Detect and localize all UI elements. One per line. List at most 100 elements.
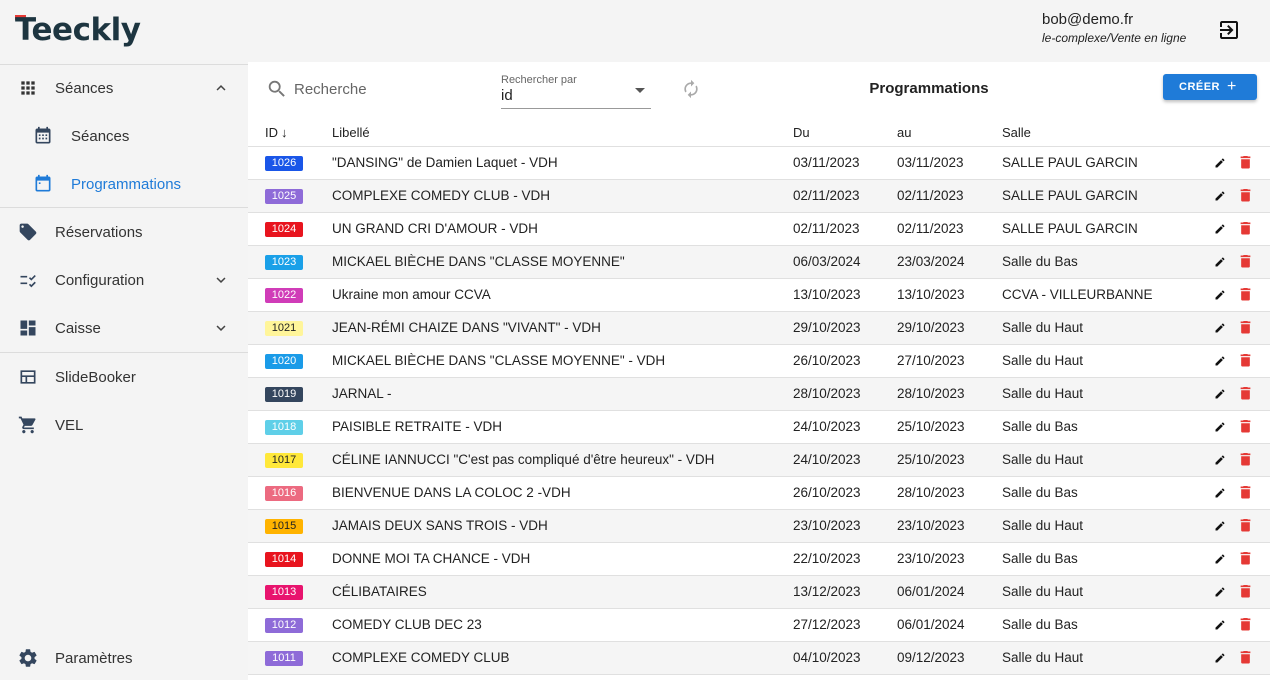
sidebar-divider (0, 64, 248, 65)
salle-cell: Salle du Haut (1002, 452, 1084, 467)
column-header-au[interactable]: au (897, 125, 912, 140)
column-header-libelle[interactable]: Libellé (332, 125, 370, 140)
sidebar-item-configuration[interactable]: Configuration (0, 256, 248, 304)
delete-icon[interactable] (1240, 651, 1251, 664)
table-row[interactable]: 1018 PAISIBLE RETRAITE - VDH 24/10/2023 25/… (248, 411, 1270, 444)
delete-icon[interactable] (1240, 189, 1251, 202)
grid-icon (17, 77, 39, 99)
libelle-cell: PAISIBLE RETRAITE - VDH (332, 419, 503, 434)
edit-icon[interactable] (1214, 520, 1226, 532)
delete-icon[interactable] (1240, 552, 1251, 565)
delete-icon[interactable] (1240, 486, 1251, 499)
delete-icon[interactable] (1240, 585, 1251, 598)
delete-icon[interactable] (1240, 618, 1251, 631)
salle-cell: Salle du Haut (1002, 518, 1084, 533)
libelle-cell: COMEDY CLUB DEC 23 (332, 617, 482, 632)
edit-icon[interactable] (1214, 421, 1226, 433)
delete-icon[interactable] (1240, 354, 1251, 367)
delete-icon[interactable] (1240, 156, 1251, 169)
chevron-down-icon[interactable] (212, 271, 230, 289)
salle-cell: Salle du Bas (1002, 617, 1078, 632)
edit-icon[interactable] (1214, 586, 1226, 598)
edit-icon[interactable] (1214, 388, 1226, 400)
delete-icon[interactable] (1240, 288, 1251, 301)
table-row[interactable]: 1021 JEAN-RÉMI CHAIZE DANS "VIVANT" - VDH… (248, 312, 1270, 345)
sidebar-item-label: VEL (55, 416, 84, 434)
sidebar-item-caisse[interactable]: Caisse (0, 304, 248, 352)
column-header-id[interactable]: ID ↓ (265, 125, 288, 140)
edit-icon[interactable] (1214, 157, 1226, 169)
table-row[interactable]: 1020 MICKAEL BIÈCHE DANS "CLASSE MOYENNE"… (248, 345, 1270, 378)
id-badge: 1022 (265, 288, 303, 303)
au-cell: 28/10/2023 (897, 485, 965, 500)
edit-icon[interactable] (1214, 454, 1226, 466)
id-badge: 1021 (265, 321, 303, 336)
delete-icon[interactable] (1240, 453, 1251, 466)
edit-icon[interactable] (1214, 190, 1226, 202)
libelle-cell: DONNE MOI TA CHANCE - VDH (332, 551, 531, 566)
search-by-value: id (501, 87, 513, 104)
user-email: bob@demo.fr (1042, 11, 1134, 28)
sidebar-item-seances-group[interactable]: Séances (0, 64, 248, 112)
edit-icon[interactable] (1214, 652, 1226, 664)
search-by-select[interactable]: Rechercher par id (501, 74, 651, 109)
table-row[interactable]: 1026 "DANSING" de Damien Laquet - VDH 03/1… (248, 147, 1270, 180)
edit-icon[interactable] (1214, 289, 1226, 301)
id-badge: 1011 (265, 651, 303, 666)
table-row[interactable]: 1023 MICKAEL BIÈCHE DANS "CLASSE MOYENNE"… (248, 246, 1270, 279)
table-row[interactable]: 1025 COMPLEXE COMEDY CLUB - VDH 02/11/2023… (248, 180, 1270, 213)
table-row[interactable]: 1015 JAMAIS DEUX SANS TROIS - VDH 23/10/20… (248, 510, 1270, 543)
table-row[interactable]: 1016 BIENVENUE DANS LA COLOC 2 -VDH 26/10/… (248, 477, 1270, 510)
logout-icon[interactable] (1217, 18, 1241, 42)
sidebar-item-seances[interactable]: Séances (0, 112, 248, 160)
edit-icon[interactable] (1214, 223, 1226, 235)
salle-cell: CCVA - VILLEURBANNE (1002, 287, 1153, 302)
du-cell: 02/11/2023 (793, 221, 860, 236)
edit-icon[interactable] (1214, 619, 1226, 631)
au-cell: 13/10/2023 (897, 287, 965, 302)
edit-icon[interactable] (1214, 553, 1226, 565)
au-cell: 09/12/2023 (897, 650, 965, 665)
create-button[interactable]: CRÉER + (1163, 74, 1257, 100)
search-input[interactable] (294, 78, 474, 100)
app-logo[interactable]: Teeckly (15, 12, 141, 48)
sidebar-item-slidebooker[interactable]: SlideBooker (0, 353, 248, 401)
delete-icon[interactable] (1240, 222, 1251, 235)
search-icon (268, 80, 285, 97)
chevron-up-icon[interactable] (212, 79, 230, 97)
column-header-du[interactable]: Du (793, 125, 810, 140)
du-cell: 26/10/2023 (793, 485, 861, 500)
chevron-down-icon[interactable] (212, 319, 230, 337)
edit-icon[interactable] (1214, 322, 1226, 334)
du-cell: 29/10/2023 (793, 320, 861, 335)
delete-icon[interactable] (1240, 519, 1251, 532)
edit-icon[interactable] (1214, 355, 1226, 367)
table-row[interactable]: 1024 UN GRAND CRI D'AMOUR - VDH 02/11/2023… (248, 213, 1270, 246)
delete-icon[interactable] (1240, 387, 1251, 400)
calendar-icon (32, 125, 54, 147)
table-row[interactable]: 1012 COMEDY CLUB DEC 23 27/12/2023 06/01/20… (248, 609, 1270, 642)
edit-icon[interactable] (1214, 256, 1226, 268)
id-badge: 1013 (265, 585, 303, 600)
id-badge: 1019 (265, 387, 303, 402)
au-cell: 02/11/2023 (897, 221, 964, 236)
libelle-cell: COMPLEXE COMEDY CLUB - VDH (332, 188, 551, 203)
edit-icon[interactable] (1214, 487, 1226, 499)
delete-icon[interactable] (1240, 255, 1251, 268)
refresh-icon[interactable] (681, 79, 701, 99)
delete-icon[interactable] (1240, 321, 1251, 334)
sidebar-item-parametres[interactable]: Paramètres (0, 634, 248, 680)
delete-icon[interactable] (1240, 420, 1251, 433)
column-header-salle[interactable]: Salle (1002, 125, 1031, 140)
table-row[interactable]: 1013 CÉLIBATAIRES 13/12/2023 06/01/2024 Sall… (248, 576, 1270, 609)
table-row[interactable]: 1019 JARNAL - 28/10/2023 28/10/2023 Salle du… (248, 378, 1270, 411)
table-row[interactable]: 1017 CÉLINE IANNUCCI "C'est pas compliqué… (248, 444, 1270, 477)
sidebar-item-vel[interactable]: VEL (0, 401, 248, 449)
table-row[interactable]: 1011 COMPLEXE COMEDY CLUB 04/10/2023 09/12/… (248, 642, 1270, 675)
sidebar-item-reservations[interactable]: Réservations (0, 208, 248, 256)
table-row[interactable]: 1022 Ukraine mon amour CCVA 13/10/2023 13/1… (248, 279, 1270, 312)
sidebar-item-programmations[interactable]: Programmations (0, 160, 248, 208)
table-row[interactable]: 1014 DONNE MOI TA CHANCE - VDH 22/10/2023 2… (248, 543, 1270, 576)
libelle-cell: CÉLINE IANNUCCI "C'est pas compliqué d'ê… (332, 452, 715, 467)
table-header-divider (248, 146, 1270, 147)
